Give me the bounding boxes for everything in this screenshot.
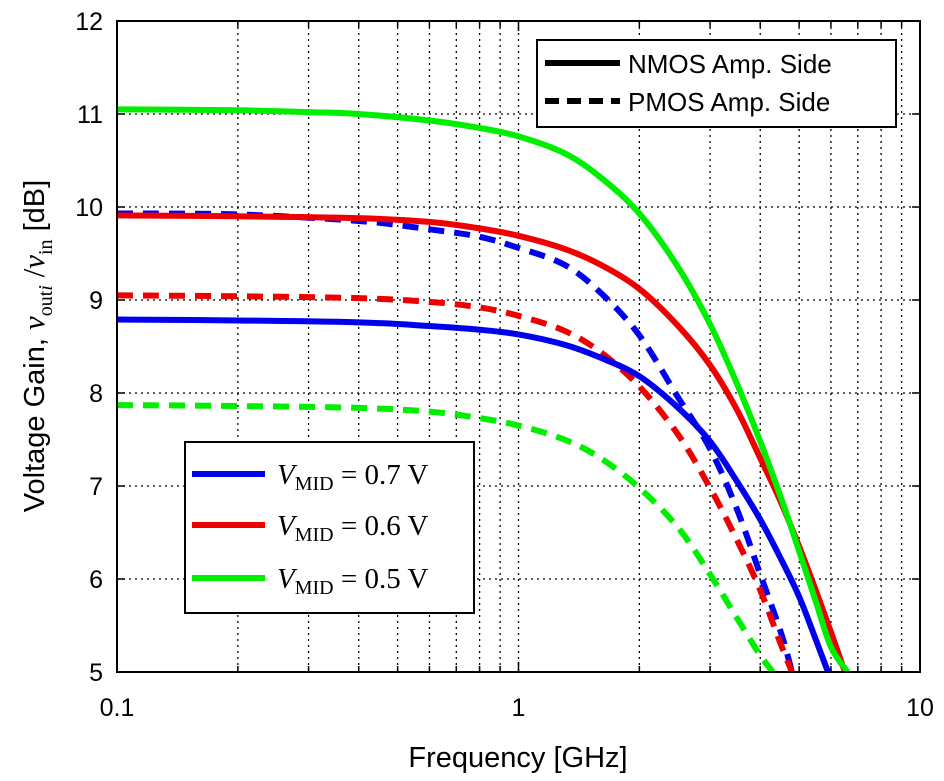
color-legend-label-0.5: VMID = 0.5 V <box>277 563 428 599</box>
color-legend-label-0.7: VMID = 0.7 V <box>277 459 428 495</box>
style-legend: NMOS Amp. Side PMOS Amp. Side <box>536 39 897 128</box>
color-legend-label-0.6: VMID = 0.6 V <box>277 510 428 546</box>
y-axis-title-sub2: in <box>35 239 57 255</box>
y-tick-label: 5 <box>89 659 103 687</box>
y-axis-title-sub1-italic: i <box>35 285 57 291</box>
color-legend-value-0.6: = 0.6 V <box>334 510 429 542</box>
series-line-nmos-0.7v <box>117 316 831 672</box>
y-tick-label: 6 <box>89 566 103 594</box>
style-legend-label-nmos: NMOS Amp. Side <box>628 49 832 79</box>
y-tick-label: 7 <box>89 473 103 501</box>
y-tick-label: 10 <box>75 194 103 222</box>
series-line-pmos-0.5v <box>117 402 776 672</box>
y-axis-title-slash: / <box>16 268 51 285</box>
y-tick-label: 9 <box>89 287 103 315</box>
y-axis-title-unit: [dB] <box>19 180 51 240</box>
y-tick-label: 8 <box>89 380 103 408</box>
color-legend-sub-0.7: MID <box>295 473 334 495</box>
style-legend-label-pmos: PMOS Amp. Side <box>628 87 830 117</box>
color-legend-sub-0.6: MID <box>295 524 334 546</box>
x-tick-labels: 0.1 1 10 <box>100 694 934 722</box>
y-axis-title-v2: v <box>16 255 51 269</box>
y-tick-label: 12 <box>75 8 103 36</box>
series-line-nmos-0.5v <box>117 106 851 672</box>
color-legend-symbol-0.6: V <box>277 510 298 542</box>
color-legend-value-0.5: = 0.5 V <box>334 563 429 595</box>
color-legend-symbol-0.5: V <box>277 563 298 595</box>
color-legend-value-0.7: = 0.7 V <box>334 459 429 491</box>
color-legend: VMID = 0.7 V VMID = 0.6 V VMID = 0.5 V <box>184 441 475 614</box>
color-legend-symbol-0.7: V <box>277 459 298 491</box>
y-axis-title-prefix: Voltage Gain, <box>19 330 51 512</box>
series-line-pmos-0.6v <box>117 292 795 672</box>
style-legend-box <box>536 39 897 128</box>
y-axis-title: Voltage Gain, vouti /vin [dB] <box>16 180 57 512</box>
color-legend-sub-0.5: MID <box>295 577 334 599</box>
x-tick-label: 10 <box>906 694 934 722</box>
x-tick-label: 1 <box>512 694 526 722</box>
series-layer <box>117 106 851 672</box>
x-axis-title: Frequency [GHz] <box>408 742 627 774</box>
y-axis-title-sub1: out <box>35 290 57 316</box>
y-tick-labels: 5 6 7 8 9 10 11 12 <box>75 8 103 687</box>
plot-frame <box>116 20 921 673</box>
y-axis-title-v1: v <box>16 316 51 330</box>
x-tick-label: 0.1 <box>100 694 135 722</box>
y-tick-label: 11 <box>77 101 103 129</box>
